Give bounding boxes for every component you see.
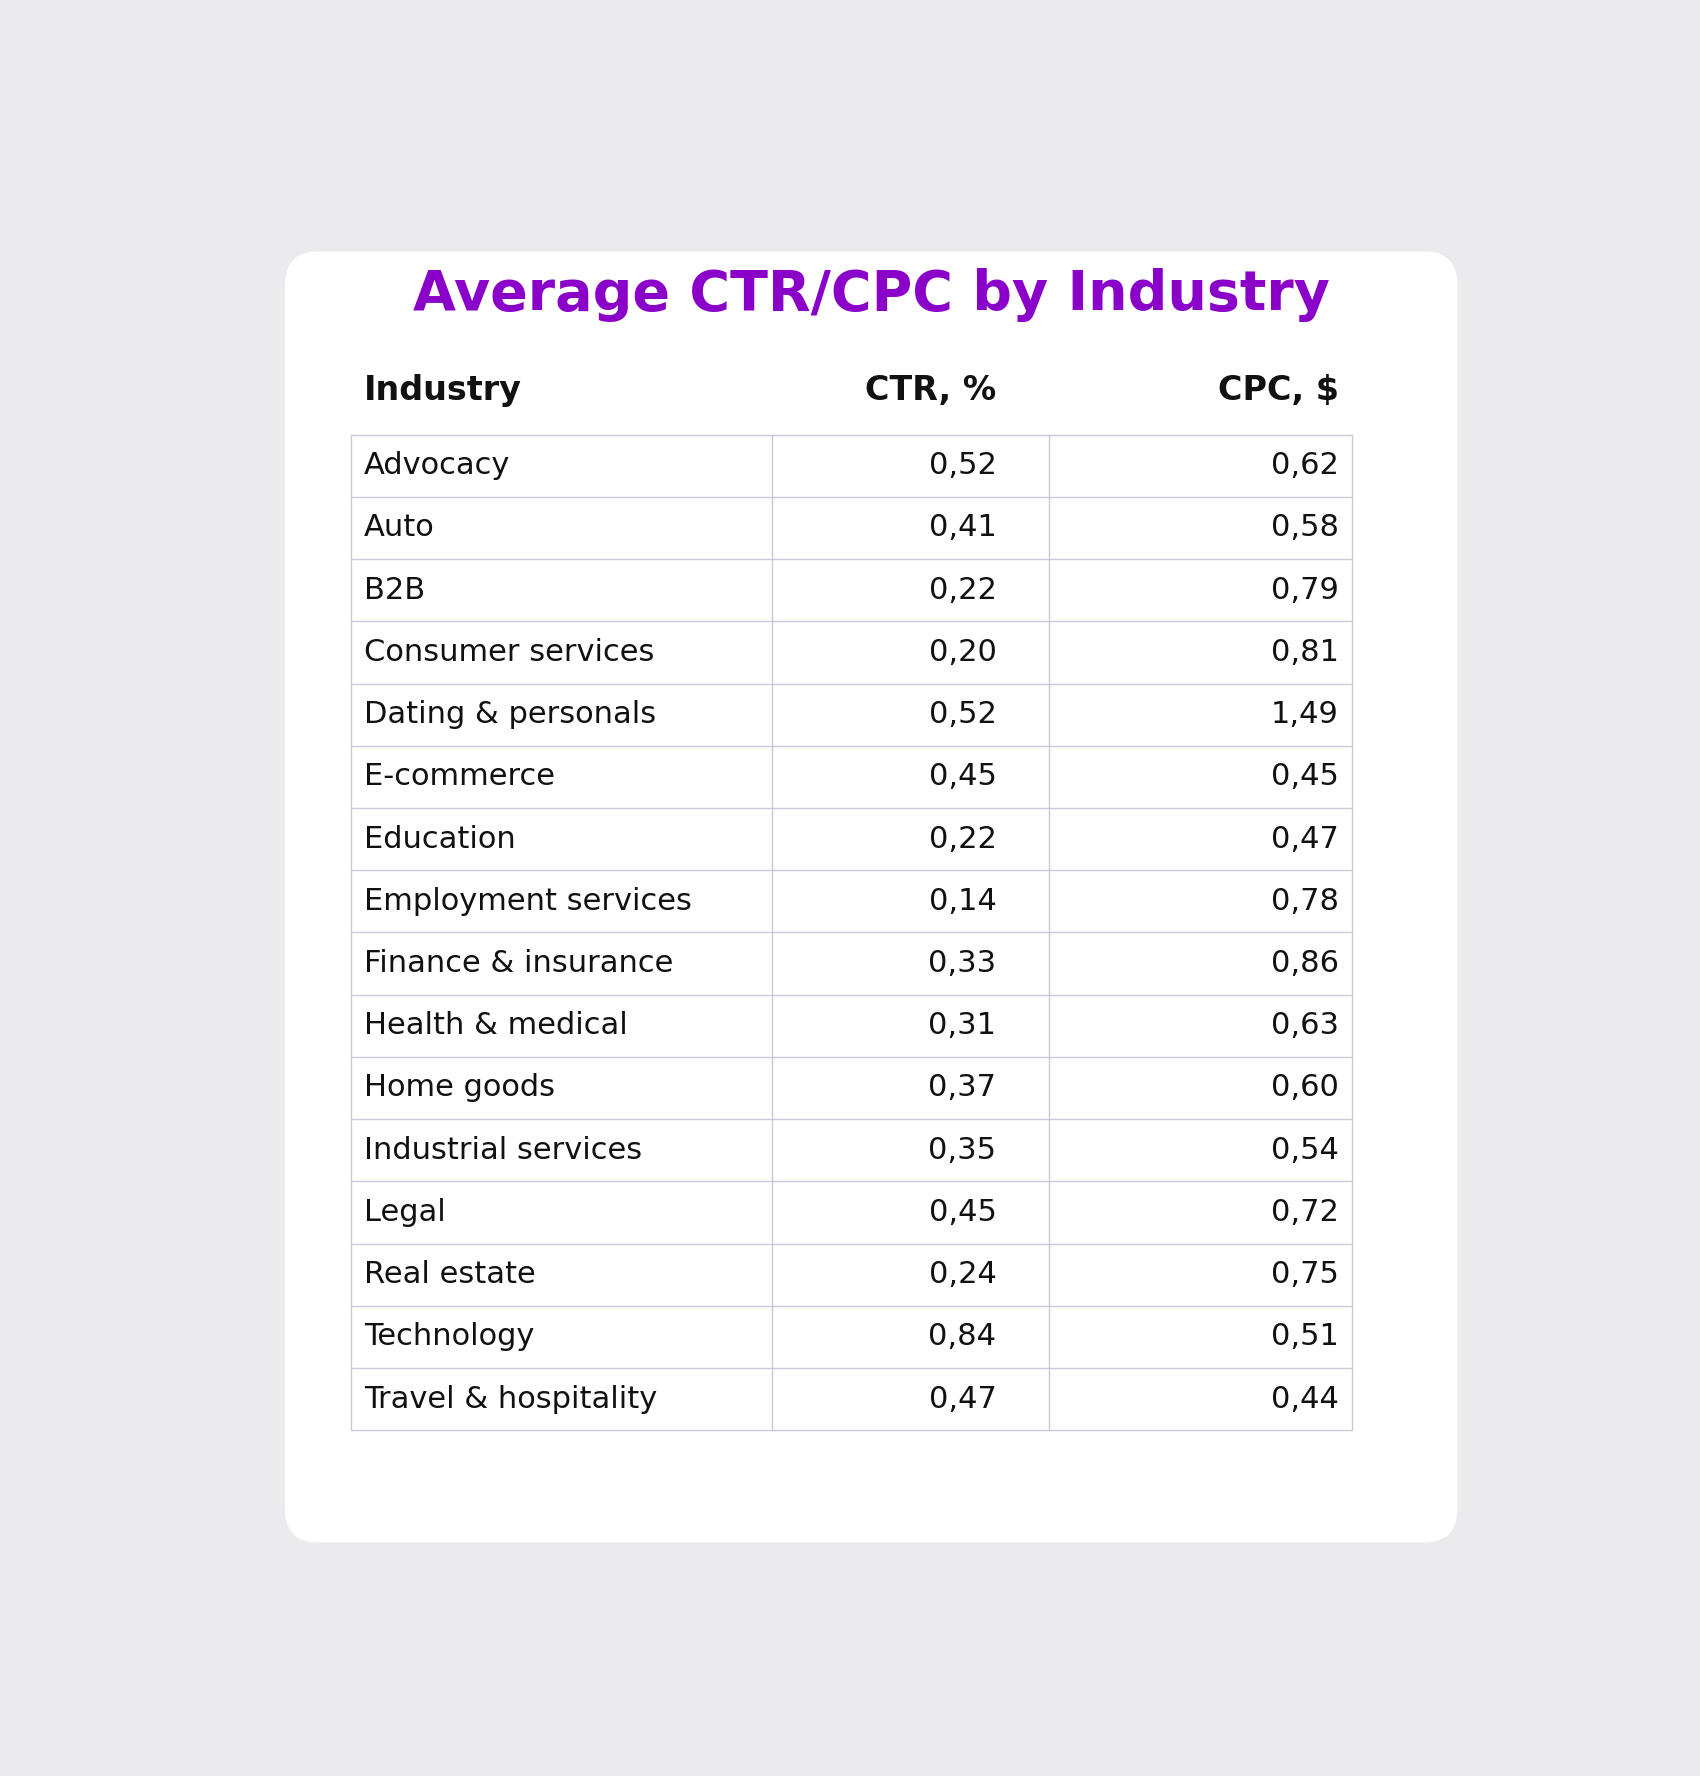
Text: 0,44: 0,44 (1272, 1385, 1340, 1414)
Text: 0,78: 0,78 (1272, 886, 1340, 916)
Text: Advocacy: Advocacy (364, 451, 510, 480)
Text: 0,54: 0,54 (1272, 1135, 1340, 1165)
Text: E-commerce: E-commerce (364, 762, 554, 792)
Text: Education: Education (364, 824, 515, 854)
Text: 0,63: 0,63 (1272, 1011, 1340, 1041)
Text: 0,31: 0,31 (928, 1011, 996, 1041)
Text: Auto: Auto (364, 513, 435, 542)
Text: 0,51: 0,51 (1272, 1323, 1340, 1352)
Text: Technology: Technology (364, 1323, 534, 1352)
Text: Industrial services: Industrial services (364, 1135, 643, 1165)
Text: 0,33: 0,33 (928, 948, 996, 979)
Text: 0,35: 0,35 (928, 1135, 996, 1165)
Text: Dating & personals: Dating & personals (364, 700, 656, 730)
Text: Consumer services: Consumer services (364, 638, 654, 668)
Text: Travel & hospitality: Travel & hospitality (364, 1385, 658, 1414)
Text: Finance & insurance: Finance & insurance (364, 948, 673, 979)
Text: 0,37: 0,37 (928, 1073, 996, 1103)
Text: 0,47: 0,47 (928, 1385, 996, 1414)
Text: 0,52: 0,52 (928, 700, 996, 730)
Text: Average CTR/CPC by Industry: Average CTR/CPC by Industry (413, 268, 1329, 321)
Text: 0,81: 0,81 (1272, 638, 1340, 668)
Text: 0,24: 0,24 (928, 1261, 996, 1289)
Text: 0,58: 0,58 (1272, 513, 1340, 542)
Text: 0,62: 0,62 (1272, 451, 1340, 480)
Text: Industry: Industry (364, 375, 522, 407)
Text: CTR, %: CTR, % (865, 375, 996, 407)
Text: Employment services: Employment services (364, 886, 692, 916)
Text: Health & medical: Health & medical (364, 1011, 627, 1041)
Text: 0,14: 0,14 (928, 886, 996, 916)
Text: 0,86: 0,86 (1272, 948, 1340, 979)
Text: 1,49: 1,49 (1272, 700, 1340, 730)
Text: B2B: B2B (364, 575, 425, 604)
Text: 0,79: 0,79 (1272, 575, 1340, 604)
Text: 0,20: 0,20 (928, 638, 996, 668)
Text: Legal: Legal (364, 1199, 445, 1227)
Text: 0,47: 0,47 (1272, 824, 1340, 854)
Text: 0,60: 0,60 (1272, 1073, 1340, 1103)
Text: 0,45: 0,45 (928, 1199, 996, 1227)
Text: 0,45: 0,45 (928, 762, 996, 792)
Text: 0,52: 0,52 (928, 451, 996, 480)
FancyBboxPatch shape (286, 252, 1457, 1542)
Text: CPC, $: CPC, $ (1217, 375, 1340, 407)
Text: 0,75: 0,75 (1272, 1261, 1340, 1289)
Text: 0,84: 0,84 (928, 1323, 996, 1352)
Bar (350, 435, 1352, 1430)
Text: Real estate: Real estate (364, 1261, 536, 1289)
Text: 0,45: 0,45 (1272, 762, 1340, 792)
Text: 0,41: 0,41 (928, 513, 996, 542)
Text: Home goods: Home goods (364, 1073, 554, 1103)
Text: 0,22: 0,22 (928, 575, 996, 604)
Text: 0,72: 0,72 (1272, 1199, 1340, 1227)
Text: 0,22: 0,22 (928, 824, 996, 854)
